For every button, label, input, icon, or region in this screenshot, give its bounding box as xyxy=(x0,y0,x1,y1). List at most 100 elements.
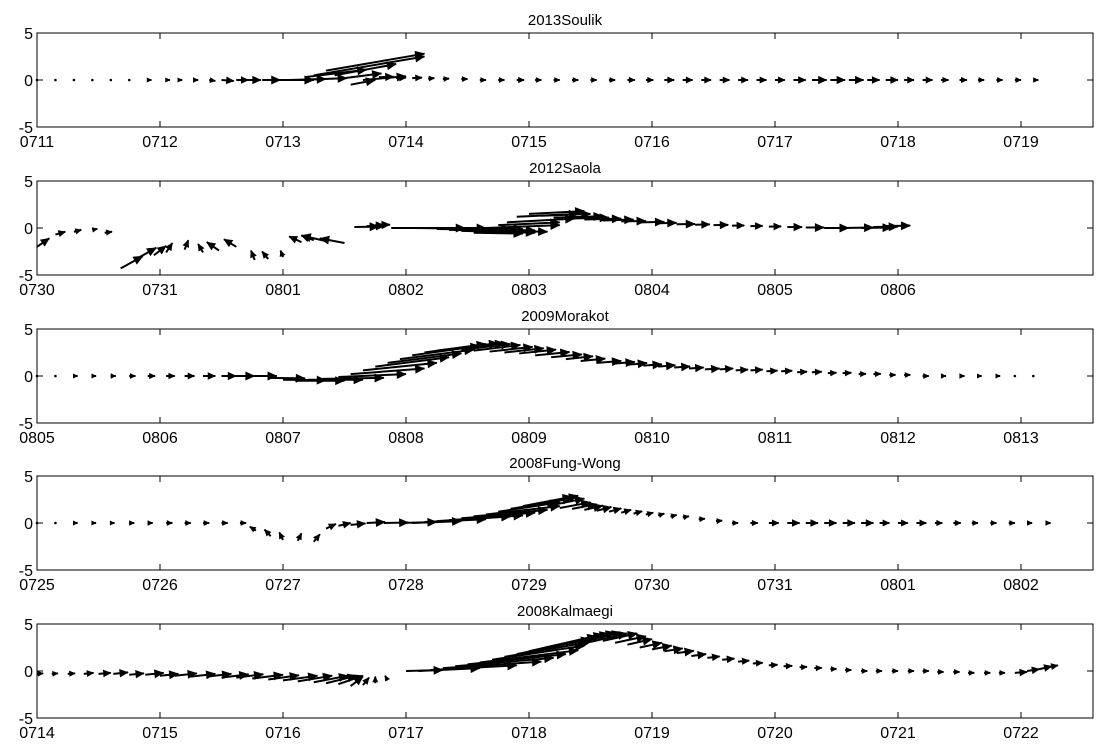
wind-arrow xyxy=(109,78,113,82)
wind-arrow xyxy=(768,661,779,669)
wind-arrow xyxy=(535,77,543,83)
wind-arrow xyxy=(827,369,838,377)
wind-arrow xyxy=(1032,374,1035,378)
wind-arrow xyxy=(110,373,117,379)
wind-arrow xyxy=(1014,77,1022,83)
x-tick-label: 0803 xyxy=(511,282,547,299)
wind-arrow xyxy=(350,675,364,687)
plot-frame xyxy=(36,328,1094,424)
wind-arrow xyxy=(848,75,865,85)
wind-arrow xyxy=(658,361,677,371)
x-tick-label: 0811 xyxy=(758,430,793,447)
wind-arrow xyxy=(1033,77,1039,83)
wind-arrow xyxy=(824,519,838,527)
wind-arrow xyxy=(633,509,643,517)
x-tick-label: 0711 xyxy=(20,134,55,151)
wind-arrow xyxy=(206,241,220,252)
arrow-field xyxy=(36,630,1059,687)
wind-arrow xyxy=(885,76,899,84)
x-tick-label: 0725 xyxy=(19,577,55,594)
wind-arrow xyxy=(719,365,734,374)
wind-arrow xyxy=(643,360,663,370)
wind-arrow xyxy=(971,520,979,526)
x-tick-label: 0729 xyxy=(511,577,547,594)
wind-arrow xyxy=(750,366,764,374)
x-tick-label: 0730 xyxy=(19,282,55,299)
wind-arrow xyxy=(719,76,731,84)
wind-arrow xyxy=(775,76,786,84)
wind-arrow xyxy=(811,75,828,85)
x-tick-label: 0810 xyxy=(634,430,670,447)
wind-arrow xyxy=(691,650,707,660)
wind-arrow xyxy=(535,348,571,358)
wind-arrow xyxy=(461,228,536,237)
wind-arrow xyxy=(602,631,638,642)
wind-arrow xyxy=(731,221,745,230)
x-tick-label: 0716 xyxy=(265,725,301,742)
wind-arrow xyxy=(396,74,407,82)
wind-arrow xyxy=(940,373,947,379)
wind-arrow xyxy=(278,531,285,541)
wind-arrow xyxy=(695,220,711,229)
wind-arrow xyxy=(698,516,706,523)
wind-arrow xyxy=(366,518,386,527)
wind-arrow xyxy=(1027,520,1033,526)
wind-arrow xyxy=(580,355,606,364)
wind-arrow xyxy=(249,525,257,533)
wind-arrow xyxy=(845,667,852,673)
wind-arrow xyxy=(279,249,286,258)
wind-arrow xyxy=(608,77,616,83)
wind-arrow xyxy=(707,653,721,662)
wind-arrow xyxy=(137,246,157,259)
y-tick-label: 5 xyxy=(24,174,33,191)
wind-arrow xyxy=(750,222,764,230)
wind-arrow xyxy=(104,229,113,236)
wind-arrow xyxy=(998,669,1006,676)
wind-arrow xyxy=(704,364,721,374)
wind-arrow xyxy=(941,76,950,84)
x-tick-label: 0717 xyxy=(757,134,793,151)
wind-arrow xyxy=(627,76,636,84)
wind-arrow xyxy=(620,508,632,516)
wind-arrow xyxy=(805,519,819,527)
wind-arrow xyxy=(735,366,749,374)
x-tick-label: 0807 xyxy=(265,430,301,447)
panel-title: 2013Soulik xyxy=(528,12,603,29)
wind-arrow xyxy=(319,235,345,245)
x-tick-label: 0806 xyxy=(880,282,916,299)
wind-arrow xyxy=(203,372,217,380)
wind-arrow xyxy=(995,373,1001,379)
panel-title: 2008Kalmaegi xyxy=(517,603,613,620)
wind-arrow xyxy=(674,362,691,372)
wind-arrow xyxy=(1045,520,1052,526)
wind-arrow xyxy=(1013,374,1017,378)
wind-arrow xyxy=(565,352,594,362)
wind-arrow xyxy=(428,75,435,82)
wind-arrow xyxy=(682,514,690,521)
wind-arrow xyxy=(738,76,749,84)
wind-arrow xyxy=(715,518,723,524)
x-tick-label: 0714 xyxy=(19,725,55,742)
wind-arrow xyxy=(35,78,39,82)
wind-arrow xyxy=(73,228,82,235)
wind-arrow xyxy=(572,77,579,83)
wind-arrow xyxy=(750,519,759,527)
wind-arrow xyxy=(165,77,171,83)
x-tick-label-highlight: 0808 xyxy=(388,430,424,447)
wind-arrow xyxy=(91,227,98,233)
wind-arrow xyxy=(953,669,961,675)
arrow-field xyxy=(35,50,1039,87)
wind-arrow xyxy=(166,372,176,380)
wind-arrow xyxy=(72,373,79,379)
wind-arrow xyxy=(811,368,823,376)
wind-arrow xyxy=(72,520,79,526)
plot-frame xyxy=(36,180,1094,276)
wind-arrow xyxy=(236,371,256,381)
wind-arrow xyxy=(953,519,962,527)
wind-arrow xyxy=(682,76,694,84)
wind-arrow xyxy=(861,668,868,674)
